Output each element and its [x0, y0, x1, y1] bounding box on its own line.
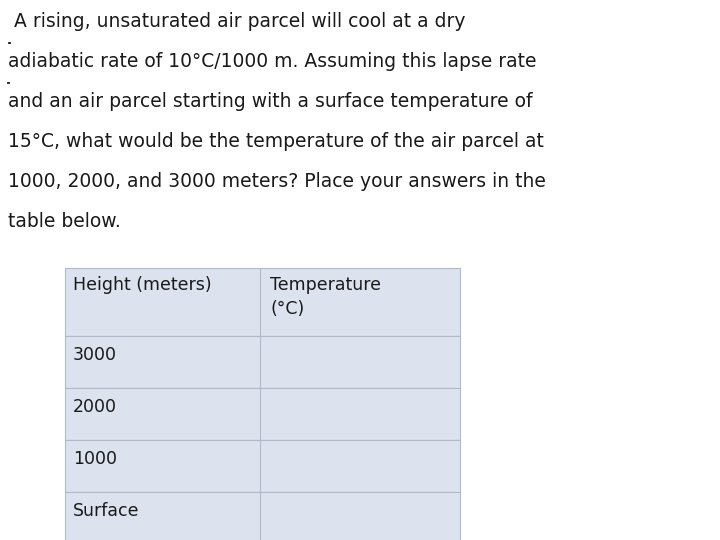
Text: 3000: 3000 — [73, 346, 117, 364]
Bar — [65, 440, 460, 492]
Text: and an air parcel starting with a surface temperature of: and an air parcel starting with a surfac… — [8, 92, 533, 111]
Bar — [65, 336, 460, 388]
Bar — [65, 492, 460, 540]
Bar — [65, 388, 460, 440]
Text: Height (meters): Height (meters) — [73, 276, 212, 294]
Text: 2000: 2000 — [73, 398, 117, 416]
Text: Temperature
(°C): Temperature (°C) — [270, 276, 381, 318]
Text: adiabatic rate of 10°C/1000 m. Assuming this lapse rate: adiabatic rate of 10°C/1000 m. Assuming … — [8, 52, 536, 71]
Text: A rising, unsaturated air parcel will cool at a dry: A rising, unsaturated air parcel will co… — [8, 12, 466, 31]
Text: 1000, 2000, and 3000 meters? Place your answers in the: 1000, 2000, and 3000 meters? Place your … — [8, 172, 546, 191]
Text: 15°C, what would be the temperature of the air parcel at: 15°C, what would be the temperature of t… — [8, 132, 544, 151]
Text: 1000: 1000 — [73, 450, 117, 468]
Bar — [65, 268, 460, 336]
Text: table below.: table below. — [8, 212, 121, 231]
Text: Surface: Surface — [73, 502, 140, 520]
